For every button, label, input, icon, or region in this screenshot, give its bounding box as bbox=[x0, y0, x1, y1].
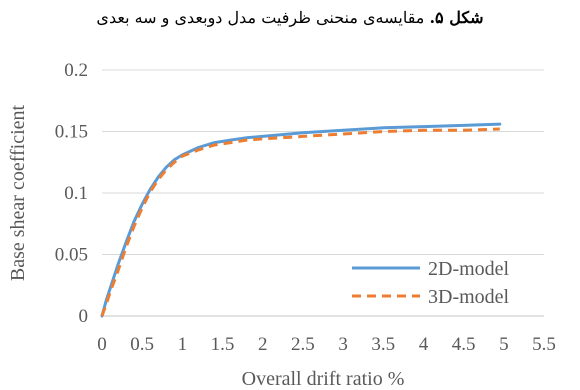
x-tick-label: 4 bbox=[419, 334, 429, 355]
x-tick-label: 1.5 bbox=[211, 334, 235, 355]
y-tick-label: 0 bbox=[79, 306, 89, 327]
x-tick-label: 5 bbox=[499, 334, 509, 355]
y-axis-title: Base shear coefficient bbox=[7, 104, 29, 281]
x-tick-label: 4.5 bbox=[452, 334, 476, 355]
x-tick-label: 5.5 bbox=[532, 334, 556, 355]
x-tick-label: 1 bbox=[178, 334, 188, 355]
x-tick-label: 3.5 bbox=[371, 334, 395, 355]
y-tick-label: 0.15 bbox=[55, 122, 88, 143]
y-tick-label: 0.05 bbox=[55, 245, 88, 266]
legend-label: 3D-model bbox=[428, 286, 510, 308]
y-tick-labels: 0 0.05 0.1 0.15 0.2 bbox=[55, 60, 88, 327]
caption-lead: شکل ۵. bbox=[429, 8, 484, 27]
legend: 2D-model 3D-model bbox=[352, 258, 510, 308]
x-tick-labels: 0 0.5 1 1.5 2 2.5 3 3.5 4 4.5 5 5.5 bbox=[97, 334, 556, 355]
caption-text: مقایسه‌ی منحنی ظرفیت مدل دوبعدی و سه بعد… bbox=[96, 8, 430, 27]
x-tick-label: 2 bbox=[258, 334, 268, 355]
x-tick-label: 3 bbox=[338, 334, 348, 355]
y-tick-label: 0.2 bbox=[64, 60, 88, 81]
x-axis-title: Overall drift ratio % bbox=[242, 368, 405, 390]
series-line-3d-model bbox=[100, 127, 500, 317]
grid-lines bbox=[102, 69, 544, 255]
x-tick-label: 0.5 bbox=[130, 334, 154, 355]
x-tick-label: 2.5 bbox=[291, 334, 315, 355]
figure-caption: شکل ۵. مقایسه‌ی منحنی ظرفیت مدل دوبعدی و… bbox=[0, 8, 580, 27]
legend-label: 2D-model bbox=[428, 258, 510, 280]
series-lines bbox=[100, 122, 502, 318]
x-tick-label: 0 bbox=[97, 334, 107, 355]
y-tick-label: 0.1 bbox=[64, 183, 88, 204]
